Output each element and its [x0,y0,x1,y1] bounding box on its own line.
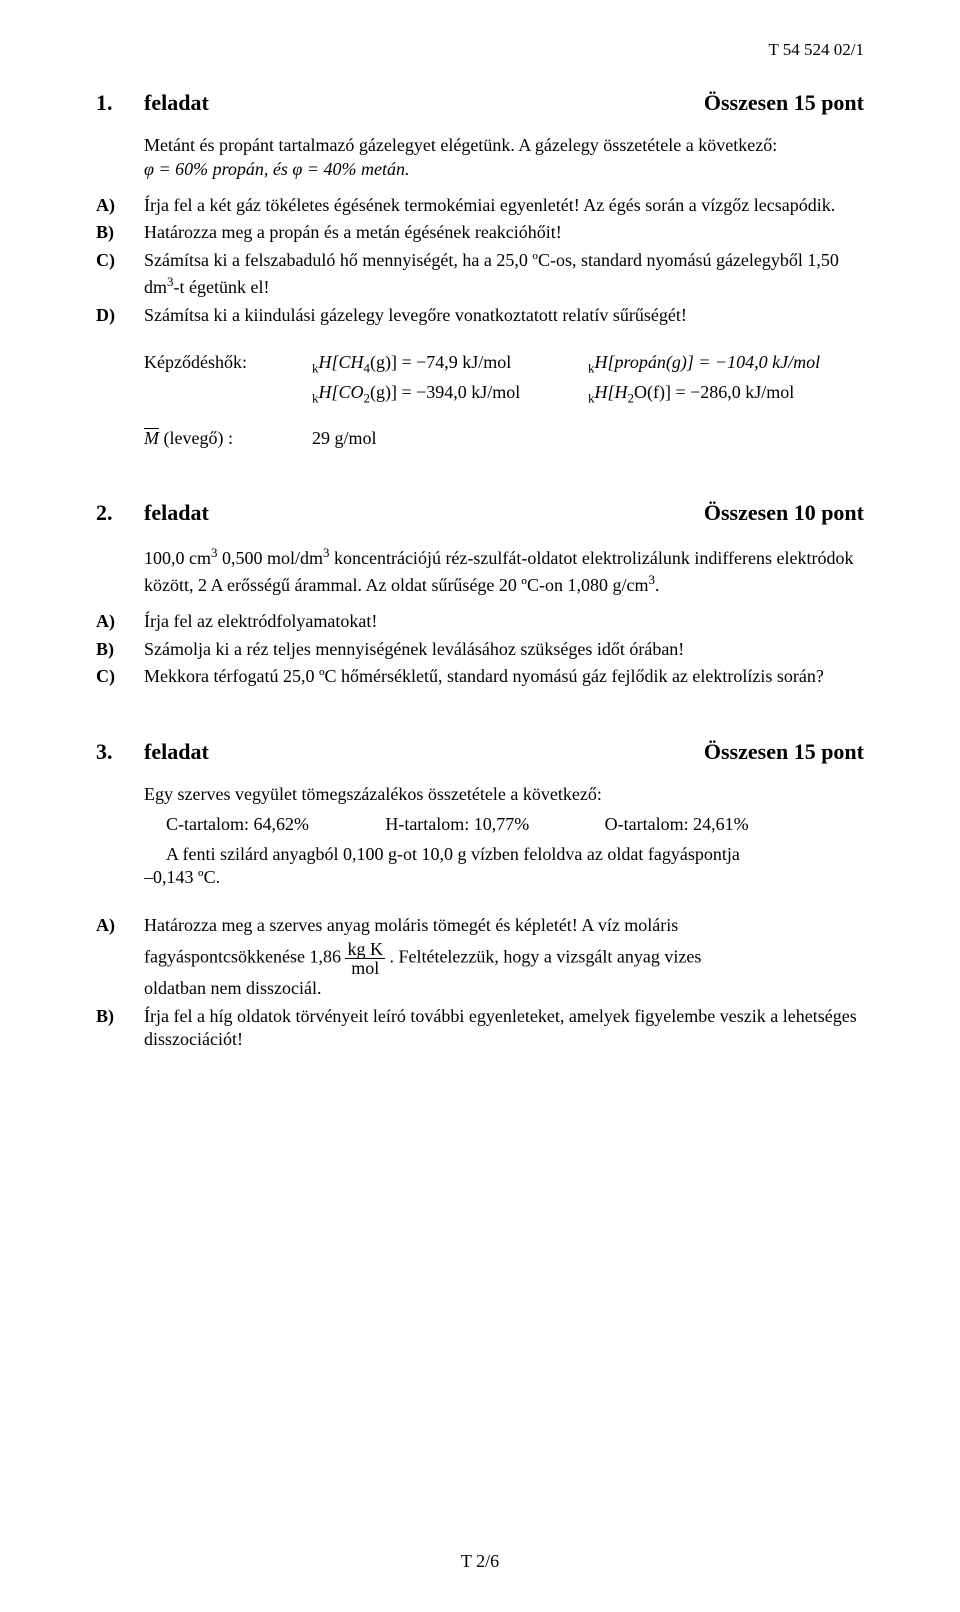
task2-header: 2. feladat Összesen 10 pont [96,500,864,526]
task2-C: C) Mekkora térfogatú 25,0 ºC hőmérséklet… [96,665,864,689]
task2-B: B) Számolja ki a réz teljes mennyiségéne… [96,638,864,662]
task2-C-text: Mekkora térfogatú 25,0 ºC hőmérsékletű, … [144,665,864,689]
task1-Mair-label-suffix: (levegő) : [164,428,233,448]
task2-intro-b: 0,500 mol/dm [217,548,323,568]
task1-header: 1. feladat Összesen 15 pont [96,90,864,116]
task1-Mair: M (levegő) : 29 g/mol [144,427,864,451]
task3-title: feladat [144,739,209,765]
task1-D: D) Számítsa ki a kiindulási gázelegy lev… [96,304,864,328]
task2-num: 2. [96,500,144,526]
task3-points: Összesen 15 pont [704,739,864,765]
task1-data1: Képződéshők: kH[CH4(g)] = −74,9 kJ/mol k… [144,351,864,377]
task1-kH-H2O-pre: H[H [594,382,627,402]
task1-A-text: Írja fel a két gáz tökéletes égésének te… [144,194,864,218]
task1-kH-CO2-pre: H[CO [318,382,363,402]
task1-kep-label: Képződéshők: [144,351,312,377]
task1-A: A) Írja fel a két gáz tökéletes égésének… [96,194,864,218]
task3-A2-num: kg K [345,940,385,959]
task1-kH-CH4-post: (g)] = −74,9 kJ/mol [370,352,511,372]
page: T 54 524 02/1 1. feladat Összesen 15 pon… [0,0,960,1612]
task1-kH-H2O-post: O(f)] = −286,0 kJ/mol [634,382,794,402]
task2-intro: 100,0 cm3 0,500 mol/dm3 koncentrációjú r… [144,544,864,598]
task2-B-label: B) [96,638,144,662]
task1-intro2-text: φ = 60% propán, és φ = 40% metán. [144,159,410,179]
page-code: T 54 524 02/1 [96,40,864,60]
task1-D-text: Számítsa ki a kiindulási gázelegy levegő… [144,304,864,328]
task3-num: 3. [96,739,144,765]
task2-intro-d: . [655,575,660,595]
task3-line2a: A fenti szilárd anyagból 0,100 g-ot 10,0… [166,843,864,867]
task1-C-label: C) [96,249,144,300]
task2-C-label: C) [96,665,144,689]
task3-A2-den: mol [345,959,385,977]
task1-B: B) Határozza meg a propán és a metán égé… [96,221,864,245]
task1-kH-CO2-post: (g)] = −394,0 kJ/mol [370,382,520,402]
task1-kH-CH4: kH[CH4(g)] = −74,9 kJ/mol [312,351,588,377]
task2-title: feladat [144,500,209,526]
task3-header: 3. feladat Összesen 15 pont [96,739,864,765]
task1-data2: kH[CO2(g)] = −394,0 kJ/mol kH[H2O(f)] = … [144,381,864,407]
task1-kH-CH4-pre: H[CH [318,352,363,372]
task1-kH-prop-text: H[propán(g)] = −104,0 kJ/mol [594,352,820,372]
task1-kH-prop: kH[propán(g)] = −104,0 kJ/mol [588,351,864,377]
task1-data2-spacer [144,381,312,407]
task1-D-label: D) [96,304,144,328]
task3-A2b: . Feltételezzük, hogy a vizsgált anyag v… [389,947,701,967]
task2-A-label: A) [96,610,144,634]
task1-intro1: Metánt és propánt tartalmazó gázelegyet … [144,134,864,158]
task3-A2a: fagyáspontcsökkenése 1,86 [144,947,341,967]
task1-B-label: B) [96,221,144,245]
task3-O: O-tartalom: 24,61% [605,813,824,837]
task3-H: H-tartalom: 10,77% [385,813,604,837]
task2-intro-a: 100,0 cm [144,548,211,568]
task1-points: Összesen 15 pont [704,90,864,116]
task2-B-text: Számolja ki a réz teljes mennyiségének l… [144,638,864,662]
task3-A3: oldatban nem disszociál. [144,977,864,1001]
task3-A1: Határozza meg a szerves anyag moláris tö… [144,914,864,938]
task2-points: Összesen 10 pont [704,500,864,526]
task3-composition: C-tartalom: 64,62% H-tartalom: 10,77% O-… [166,813,824,837]
task1-num: 1. [96,90,144,116]
task3-B-text: Írja fel a híg oldatok törvényeit leíró … [144,1005,864,1053]
task3-line2b: –0,143 ºC. [144,866,864,890]
task3-A: A) Határozza meg a szerves anyag moláris… [96,914,864,1001]
task3-C: C-tartalom: 64,62% [166,813,385,837]
task3-intro: Egy szerves vegyület tömegszázalékos öss… [144,783,864,807]
task1-C-text: Számítsa ki a felszabaduló hő mennyiségé… [144,249,864,300]
page-footer: T 2/6 [0,1551,960,1572]
task3-A-text: Határozza meg a szerves anyag moláris tö… [144,914,864,1001]
task1-B-text: Határozza meg a propán és a metán égésén… [144,221,864,245]
task1-C: C) Számítsa ki a felszabaduló hő mennyis… [96,249,864,300]
task1-kH-CO2: kH[CO2(g)] = −394,0 kJ/mol [312,381,588,407]
task1-Mair-spacer [588,427,864,451]
task1-kH-H2O: kH[H2O(f)] = −286,0 kJ/mol [588,381,864,407]
task1-Mair-label: M (levegő) : [144,427,312,451]
task3-B-label: B) [96,1005,144,1053]
task1-intro2: φ = 60% propán, és φ = 40% metán. [144,158,864,182]
task1-title: feladat [144,90,209,116]
task2-A: A) Írja fel az elektródfolyamatokat! [96,610,864,634]
task2-A-text: Írja fel az elektródfolyamatokat! [144,610,864,634]
task3-B: B) Írja fel a híg oldatok törvényeit leí… [96,1005,864,1053]
task3-A2-frac: kg K mol [345,940,385,977]
task1-A-label: A) [96,194,144,218]
task1-Mair-val: 29 g/mol [312,427,588,451]
task3-A-label: A) [96,914,144,1001]
task3-A2-line: fagyáspontcsökkenése 1,86 kg K mol . Fel… [144,940,864,977]
task1-C-b: -t égetünk el! [174,277,270,297]
